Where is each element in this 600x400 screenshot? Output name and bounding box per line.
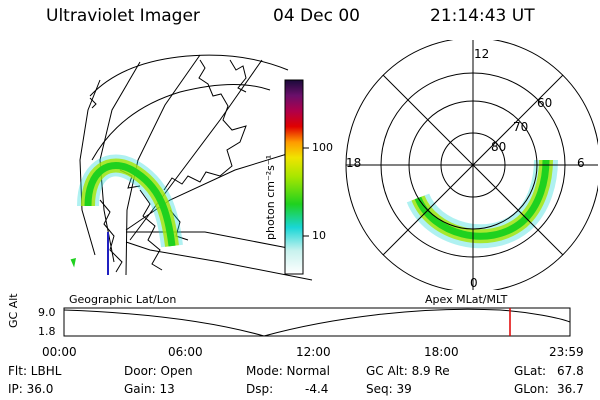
timeline-x-1200: 12:00 bbox=[296, 345, 331, 359]
lat-label-70: 70 bbox=[513, 120, 529, 134]
mlt-label-0: 0 bbox=[470, 276, 478, 290]
apex-aurora-oval bbox=[406, 159, 558, 249]
timeline-x-0000: 00:00 bbox=[42, 345, 77, 359]
mlt-label-18: 18 bbox=[346, 156, 362, 170]
status-mode: Mode: Normal bbox=[246, 364, 330, 378]
colorbar-gradient bbox=[284, 79, 304, 275]
status-gc-alt: GC Alt: 8.9 Re bbox=[366, 364, 450, 378]
timeline-y-max: 9.0 bbox=[38, 306, 56, 319]
apex-polar-plot bbox=[345, 40, 598, 290]
lat-label-60: 60 bbox=[537, 96, 553, 110]
status-dsp-label: Dsp: bbox=[246, 382, 274, 396]
orbit-timeline bbox=[63, 307, 571, 337]
timeline-x-2359: 23:59 bbox=[549, 345, 584, 359]
colorbar bbox=[284, 79, 309, 275]
geo-panel-label: Geographic Lat/Lon bbox=[69, 293, 177, 306]
geographic-map bbox=[68, 54, 313, 281]
status-glon-label: GLon: bbox=[514, 382, 549, 396]
status-ip: IP: 36.0 bbox=[8, 382, 54, 396]
status-gain: Gain: 13 bbox=[124, 382, 175, 396]
timeline-x-0600: 06:00 bbox=[168, 345, 203, 359]
geo-aurora-oval bbox=[68, 154, 183, 268]
lat-label-80: 80 bbox=[491, 140, 507, 154]
timeline-frame bbox=[63, 307, 571, 337]
time-label: 21:14:43 UT bbox=[430, 6, 535, 26]
colorbar-unit-label: photon cm⁻²s⁻¹ bbox=[264, 154, 277, 240]
timeline-axis-label: GC Alt bbox=[7, 293, 20, 328]
status-glon-value: 36.7 bbox=[557, 382, 584, 396]
mlt-label-6: 6 bbox=[577, 156, 585, 170]
apex-grid bbox=[345, 40, 598, 290]
altitude-curve bbox=[63, 308, 571, 337]
status-filter: Flt: LBHL bbox=[8, 364, 62, 378]
colorbar-tick-100: 100 bbox=[312, 141, 333, 154]
date-label: 04 Dec 00 bbox=[273, 6, 360, 26]
timeline-y-min: 1.8 bbox=[38, 325, 56, 338]
status-seq: Seq: 39 bbox=[366, 382, 412, 396]
timeline-x-1800: 18:00 bbox=[424, 345, 459, 359]
status-door: Door: Open bbox=[124, 364, 193, 378]
mlt-label-12: 12 bbox=[474, 47, 490, 61]
geo-coastlines bbox=[89, 59, 247, 273]
apex-panel-label: Apex MLat/MLT bbox=[425, 293, 508, 306]
status-dsp-value: -4.4 bbox=[305, 382, 329, 396]
colorbar-tick-10: 10 bbox=[312, 229, 326, 242]
instrument-title: Ultraviolet Imager bbox=[46, 6, 200, 26]
status-glat-label: GLat: bbox=[514, 364, 547, 378]
status-glat-value: 67.8 bbox=[557, 364, 584, 378]
